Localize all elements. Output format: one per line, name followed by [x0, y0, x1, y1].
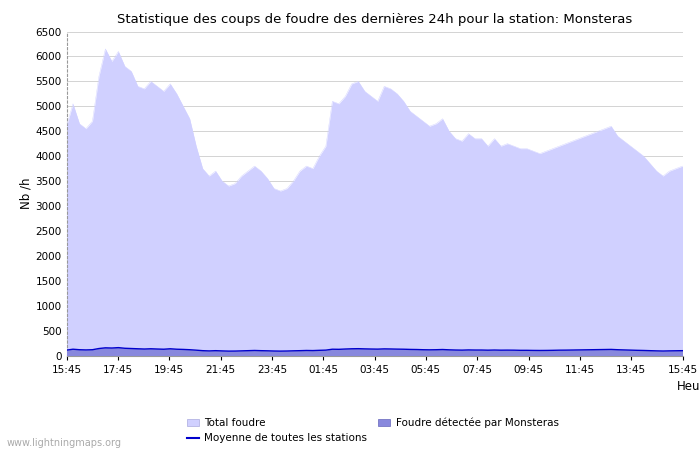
- Title: Statistique des coups de foudre des dernières 24h pour la station: Monsteras: Statistique des coups de foudre des dern…: [117, 13, 632, 26]
- Y-axis label: Nb /h: Nb /h: [20, 178, 33, 209]
- X-axis label: Heure: Heure: [677, 380, 700, 393]
- Text: www.lightningmaps.org: www.lightningmaps.org: [7, 438, 122, 448]
- Legend: Total foudre, Moyenne de toutes les stations, Foudre détectée par Monsteras: Total foudre, Moyenne de toutes les stat…: [183, 414, 563, 447]
